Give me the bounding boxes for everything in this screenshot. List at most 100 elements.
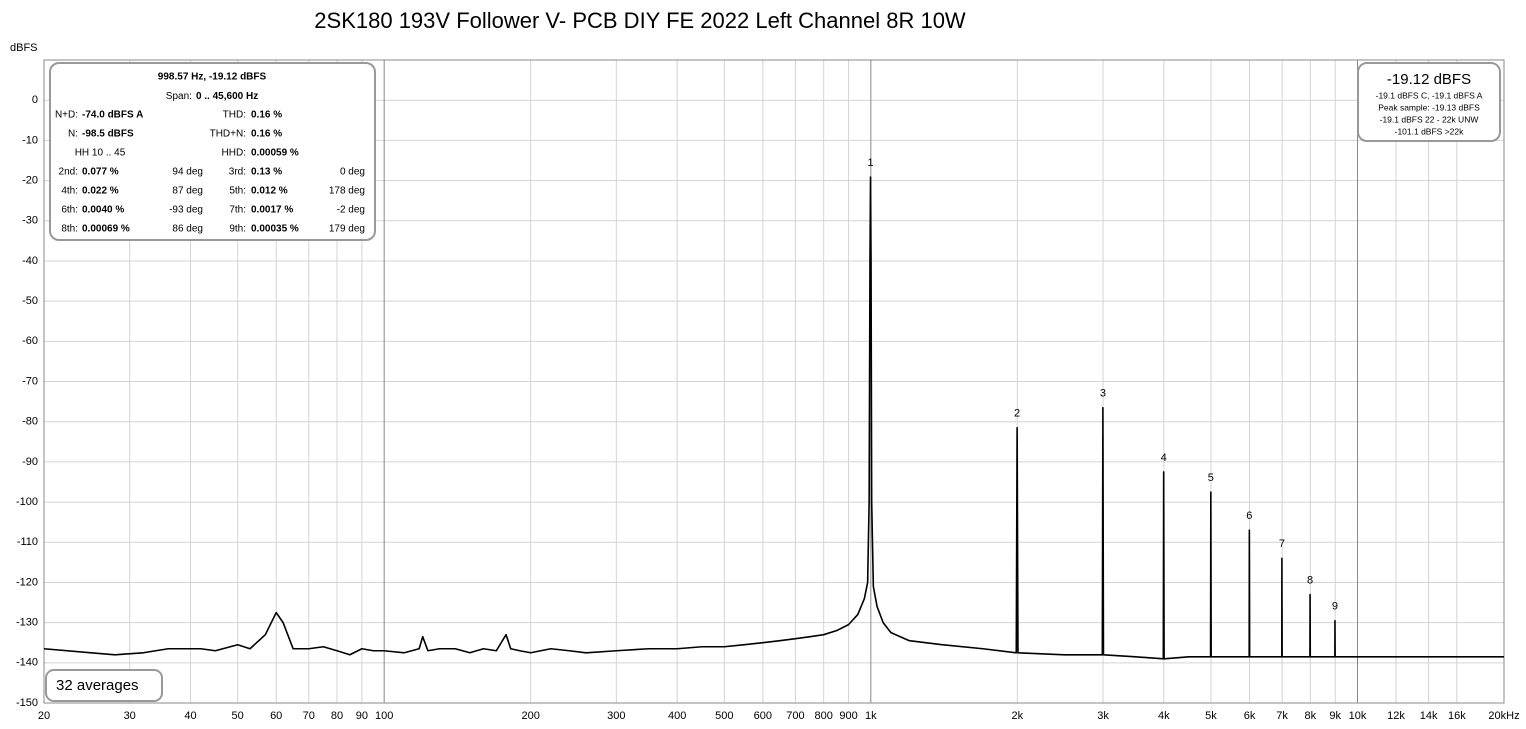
harmonic-label: 9	[1332, 601, 1338, 613]
info-value: 0.16 %	[251, 129, 282, 140]
x-tick-label: 14k	[1420, 710, 1438, 722]
x-tick-label: 600	[754, 710, 772, 722]
info-phase: 179 deg	[329, 224, 365, 235]
x-tick-label: 700	[786, 710, 804, 722]
y-tick-label: -50	[22, 295, 38, 307]
info-label: THD+N:	[210, 129, 246, 140]
info-value: 0.0017 %	[251, 205, 293, 216]
x-tick-label: 500	[715, 710, 733, 722]
info-value: 0.012 %	[251, 186, 288, 197]
info-phase: 178 deg	[329, 186, 365, 197]
info-label: 2nd:	[59, 167, 78, 178]
x-tick-label: 7k	[1276, 710, 1288, 722]
harmonic-label: 2	[1014, 408, 1020, 420]
x-tick-label: 2k	[1012, 710, 1024, 722]
info-phase: 94 deg	[172, 167, 203, 178]
x-tick-label: 4k	[1158, 710, 1170, 722]
plot-border	[43, 59, 1505, 704]
info-label: 7th:	[229, 205, 246, 216]
y-tick-label: 0	[32, 94, 38, 106]
info-text: 998.57 Hz, -19.12 dBFS Span: 0 .. 45,600 H…	[55, 72, 365, 235]
info-span: Span: 0 .. 45,600 Hz	[166, 91, 258, 102]
x-tick-label: 100	[375, 710, 393, 722]
info-value: 0.00069 %	[82, 224, 130, 235]
x-tick-label: 20kHz	[1488, 710, 1519, 722]
info-label: 8th:	[61, 224, 78, 235]
x-tick-label: 800	[814, 710, 832, 722]
info-label: 9th:	[229, 224, 246, 235]
x-tick-label: 30	[124, 710, 136, 722]
x-tick-label: 20	[38, 710, 50, 722]
x-tick-label: 900	[839, 710, 857, 722]
info-phase: -2 deg	[337, 205, 365, 216]
y-tick-label: -30	[22, 215, 38, 227]
info-phase: 0 deg	[340, 167, 365, 178]
span-label: Span:	[166, 91, 192, 102]
y-tick-label: -10	[22, 134, 38, 146]
harmonic-label: 4	[1161, 452, 1167, 464]
x-tick-label: 3k	[1097, 710, 1109, 722]
x-tick-label: 50	[232, 710, 244, 722]
harmonic-label: 1	[867, 157, 873, 169]
y-tick-label: -70	[22, 375, 38, 387]
info-label: 5th:	[229, 186, 246, 197]
harmonic-label: 8	[1307, 574, 1313, 586]
y-tick-label: -130	[16, 617, 38, 629]
x-tick-label: 16k	[1448, 710, 1466, 722]
level-lines: -19.1 dBFS C, -19.1 dBFS A Peak sample: -…	[1376, 90, 1483, 136]
x-tick-label: 80	[331, 710, 343, 722]
y-tick-label: -110	[17, 536, 38, 548]
x-tick-label: 70	[303, 710, 315, 722]
chart-title: 2SK180 193V Follower V- PCB DIY FE 2022 …	[314, 8, 966, 33]
x-tick-label: 40	[184, 710, 196, 722]
span-value: 0 .. 45,600 Hz	[196, 91, 258, 102]
level-line: -101.1 dBFS >22k	[1395, 126, 1465, 136]
x-tick-label: 10k	[1349, 710, 1367, 722]
harmonic-label: 7	[1279, 538, 1285, 550]
x-tick-label: 1k	[865, 710, 877, 722]
x-tick-label: 9k	[1329, 710, 1341, 722]
info-phase: 86 deg	[172, 224, 203, 235]
y-axis-label: dBFS	[10, 42, 38, 54]
info-label: N:	[68, 129, 78, 140]
info-phase: -93 deg	[169, 205, 203, 216]
y-tick-label: -80	[22, 416, 38, 428]
info-phase: 87 deg	[172, 186, 203, 197]
y-tick-label: -120	[16, 576, 38, 588]
x-tick-label: 5k	[1205, 710, 1217, 722]
marks: 1 2 3 4 5 6 7 8 9	[43, 157, 1504, 660]
y-tick-label: -40	[22, 255, 38, 267]
averages-box	[45, 669, 163, 702]
level-line: Peak sample: -19.13 dBFS	[1378, 102, 1480, 112]
x-tick-label: 60	[270, 710, 282, 722]
x-tick-label: 200	[521, 710, 539, 722]
x-tick-label: 12k	[1387, 710, 1405, 722]
y-tick-label: -20	[22, 174, 38, 186]
info-header: 998.57 Hz, -19.12 dBFS	[158, 72, 267, 83]
info-value: 0.077 %	[82, 167, 119, 178]
y-tick-label: -140	[16, 657, 38, 669]
y-tick-label: -90	[22, 456, 38, 468]
y-tick-label: -150	[16, 697, 38, 709]
x-tick-label: 8k	[1305, 710, 1317, 722]
spectrum-line	[43, 176, 1504, 660]
level-line: -19.1 dBFS C, -19.1 dBFS A	[1376, 90, 1483, 100]
harmonic-label: 3	[1100, 388, 1106, 400]
info-value: 0.00035 %	[251, 224, 299, 235]
info-label: N+D:	[55, 110, 78, 121]
info-value: -74.0 dBFS A	[82, 110, 143, 121]
harmonic-label: 5	[1208, 472, 1214, 484]
info-label: THD:	[223, 110, 246, 121]
info-box	[49, 62, 376, 241]
x-tick-label: 90	[356, 710, 368, 722]
info-label: 6th:	[61, 205, 78, 216]
info-label: 4th:	[61, 186, 78, 197]
info-value: 0.022 %	[82, 186, 119, 197]
info-value: 0.13 %	[251, 167, 282, 178]
info-value: 0.0040 %	[82, 205, 124, 216]
level-line: -19.1 dBFS 22 - 22k UNW	[1380, 114, 1479, 124]
info-value: 0.00059 %	[251, 148, 299, 159]
y-tick-label: -60	[22, 335, 38, 347]
